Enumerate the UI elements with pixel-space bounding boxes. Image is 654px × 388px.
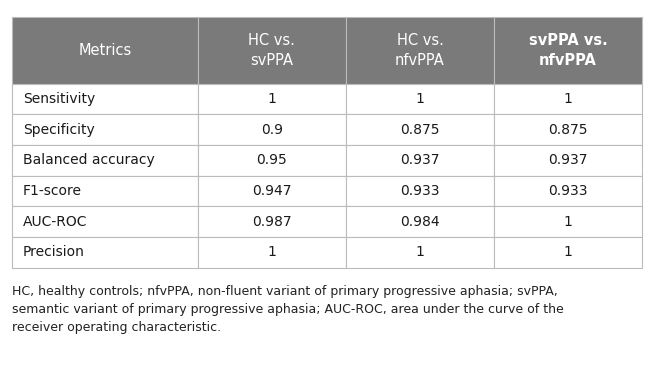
- Bar: [198, 114, 346, 145]
- Text: 0.937: 0.937: [400, 153, 439, 167]
- Bar: [12, 17, 198, 84]
- Bar: [198, 84, 346, 114]
- Text: Sensitivity: Sensitivity: [23, 92, 95, 106]
- Text: AUC-ROC: AUC-ROC: [23, 215, 88, 229]
- Text: HC vs.
nfvPPA: HC vs. nfvPPA: [395, 33, 445, 68]
- Text: 1: 1: [564, 92, 573, 106]
- Bar: [12, 176, 198, 206]
- Bar: [346, 114, 494, 145]
- Bar: [494, 176, 642, 206]
- Bar: [198, 176, 346, 206]
- Bar: [12, 237, 198, 268]
- Text: Specificity: Specificity: [23, 123, 95, 137]
- Bar: [198, 237, 346, 268]
- Bar: [12, 114, 198, 145]
- Bar: [12, 206, 198, 237]
- Text: 0.947: 0.947: [252, 184, 292, 198]
- Bar: [198, 17, 346, 84]
- Bar: [346, 145, 494, 176]
- Bar: [494, 145, 642, 176]
- Text: 0.937: 0.937: [549, 153, 588, 167]
- Text: 0.984: 0.984: [400, 215, 439, 229]
- Bar: [12, 84, 198, 114]
- Bar: [198, 145, 346, 176]
- Text: Balanced accuracy: Balanced accuracy: [23, 153, 155, 167]
- Text: 0.933: 0.933: [549, 184, 588, 198]
- Text: HC, healthy controls; nfvPPA, non-fluent variant of primary progressive aphasia;: HC, healthy controls; nfvPPA, non-fluent…: [12, 285, 564, 334]
- Bar: [494, 84, 642, 114]
- Text: 0.875: 0.875: [549, 123, 588, 137]
- Text: 0.987: 0.987: [252, 215, 292, 229]
- Bar: [494, 114, 642, 145]
- Text: F1-score: F1-score: [23, 184, 82, 198]
- Bar: [198, 206, 346, 237]
- Bar: [346, 84, 494, 114]
- Text: HC vs.
svPPA: HC vs. svPPA: [249, 33, 295, 68]
- Bar: [494, 17, 642, 84]
- Bar: [346, 176, 494, 206]
- Text: Metrics: Metrics: [78, 43, 131, 58]
- Text: 0.875: 0.875: [400, 123, 439, 137]
- Text: 1: 1: [267, 92, 276, 106]
- Text: 1: 1: [415, 92, 424, 106]
- Bar: [346, 237, 494, 268]
- Bar: [346, 206, 494, 237]
- Text: Precision: Precision: [23, 245, 85, 260]
- Bar: [494, 237, 642, 268]
- Bar: [346, 17, 494, 84]
- Text: 1: 1: [564, 245, 573, 260]
- Bar: [494, 206, 642, 237]
- Text: 0.95: 0.95: [256, 153, 287, 167]
- Text: svPPA vs.
nfvPPA: svPPA vs. nfvPPA: [529, 33, 608, 68]
- Text: 1: 1: [564, 215, 573, 229]
- Text: 0.9: 0.9: [261, 123, 283, 137]
- Text: 1: 1: [415, 245, 424, 260]
- Text: 1: 1: [267, 245, 276, 260]
- Text: 0.933: 0.933: [400, 184, 439, 198]
- Bar: [12, 145, 198, 176]
